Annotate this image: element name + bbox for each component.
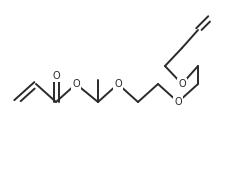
- Text: O: O: [52, 71, 60, 81]
- Text: O: O: [174, 97, 182, 107]
- Text: O: O: [114, 79, 122, 89]
- Text: O: O: [178, 79, 186, 89]
- Text: O: O: [72, 79, 80, 89]
